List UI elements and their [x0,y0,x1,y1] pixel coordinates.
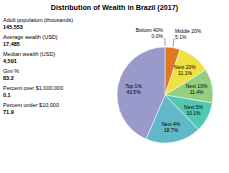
annotations: Adult population (thousands)145,553 Avera… [3,17,73,115]
pie-slice [117,47,165,139]
annotation: 83.2 [3,75,14,81]
data-label-value: 11.1% [178,70,192,76]
data-label-value: 18.7% [164,127,179,133]
annotation: Adult population (thousands) [3,17,73,23]
data-label-value: 11.4% [190,89,204,95]
data-label-value: 10.1% [186,110,201,116]
annotation: 0.1 [3,92,11,98]
annotation: Median wealth (USD) [3,51,55,57]
data-labels: Bottom 40%0.0%Middle 20%5.1%Next 20%11.1… [125,27,208,133]
annotation: 145,553 [3,24,23,30]
leader-line [173,39,174,47]
data-label-value: 0.0% [152,33,164,39]
annotation: 71.9 [3,109,14,115]
leader-line [165,38,166,46]
annotation: Gini % [3,68,19,74]
title: Distribution of Wealth in Brazil (2017) [51,3,179,12]
annotation: Average wealth (USD) [3,34,58,40]
chart: Distribution of Wealth in Brazil (2017) A… [0,0,229,173]
annotation: Percent over $1,000,000 [3,85,63,91]
data-label-value: 43.5% [126,89,141,95]
annotation: 17,485 [3,41,20,47]
data-label-value: 5.1% [175,34,187,40]
annotation: 4,591 [3,58,17,64]
pie [117,47,213,143]
annotation: Percent under $10,000 [3,102,59,108]
